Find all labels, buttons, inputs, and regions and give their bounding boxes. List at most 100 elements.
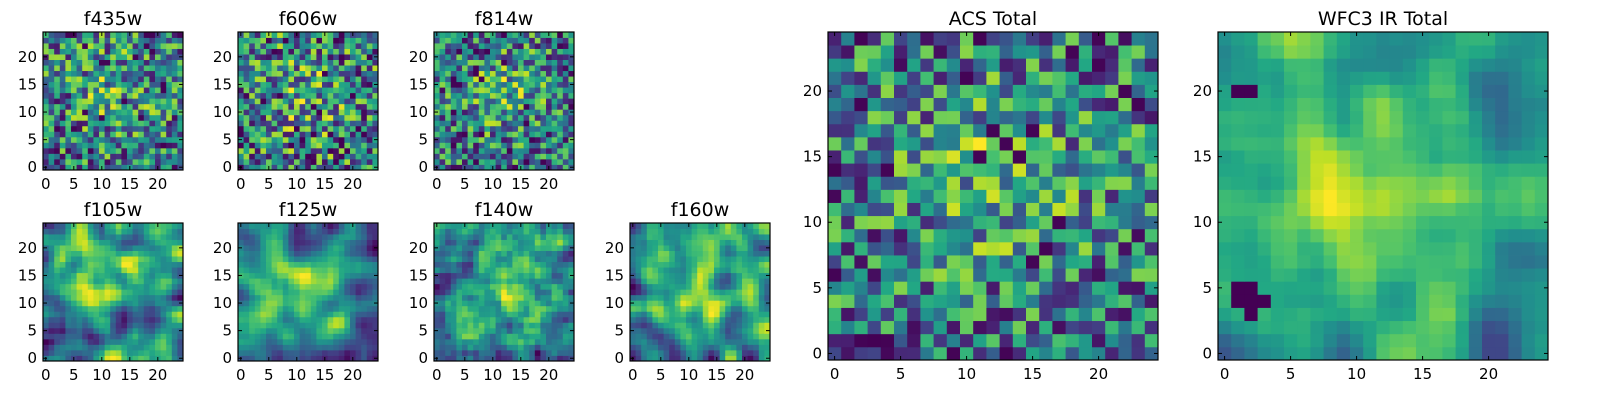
heatmap-cell	[529, 114, 536, 121]
y-tick-label: 10	[409, 294, 428, 312]
heatmap-cell	[271, 114, 278, 121]
heatmap-cell	[551, 256, 558, 263]
heatmap-cell	[484, 70, 491, 77]
heatmap-cell	[518, 92, 524, 99]
heatmap-cell	[166, 125, 173, 132]
heatmap-cell	[518, 43, 524, 49]
heatmap-cell	[282, 338, 289, 345]
heatmap-cell	[366, 322, 373, 329]
heatmap-cell	[266, 344, 272, 351]
heatmap-cell	[501, 98, 508, 105]
heatmap-cell	[546, 125, 552, 132]
heatmap-cell	[288, 344, 295, 351]
heatmap-cell	[305, 131, 312, 138]
heatmap-cell	[674, 344, 681, 351]
heatmap-cell	[484, 92, 491, 99]
heatmap-cell	[518, 234, 524, 240]
heatmap-cell	[501, 125, 508, 132]
heatmap-cell	[115, 76, 122, 83]
x-tick-label: 20	[148, 175, 167, 193]
heatmap-cell	[495, 272, 502, 279]
x-tick-label: 0	[236, 175, 246, 193]
heatmap-cell	[456, 322, 463, 329]
heatmap-cell	[669, 316, 676, 323]
heatmap-cell	[355, 234, 362, 240]
heatmap-cell	[277, 322, 284, 329]
heatmap-cell	[534, 311, 541, 318]
heatmap-cell	[1105, 215, 1119, 230]
heatmap-cell	[132, 338, 139, 345]
heatmap-cell	[327, 114, 334, 121]
heatmap-cell	[48, 316, 55, 323]
heatmap-cell	[127, 147, 133, 154]
heatmap-cell	[160, 327, 167, 334]
heatmap-cell	[93, 131, 100, 138]
heatmap-cell	[243, 76, 250, 83]
heatmap-cell	[1092, 281, 1106, 295]
heatmap-cell	[110, 355, 117, 362]
heatmap-cell	[445, 158, 452, 165]
heatmap-cell	[93, 43, 100, 49]
heatmap-cell	[758, 250, 765, 257]
heatmap-cell	[243, 120, 250, 127]
heatmap-cell	[327, 349, 334, 356]
heatmap-cell	[59, 267, 66, 274]
heatmap-cell	[725, 272, 732, 279]
heatmap-cell	[338, 311, 345, 318]
heatmap-cell	[76, 109, 83, 116]
heatmap-cell	[1092, 189, 1106, 203]
heatmap-cell	[473, 289, 480, 296]
heatmap-cell	[243, 316, 250, 323]
heatmap-cell	[238, 344, 244, 351]
heatmap-cell	[663, 245, 670, 251]
heatmap-cell	[143, 37, 150, 44]
heatmap-cell	[82, 300, 89, 307]
heatmap-cell	[880, 320, 895, 335]
heatmap-cell	[708, 305, 715, 312]
heatmap-cell	[260, 322, 267, 329]
heatmap-cell	[260, 349, 267, 356]
heatmap-cell	[333, 239, 340, 246]
heatmap-cell	[254, 322, 261, 329]
heatmap-cell	[697, 322, 704, 329]
heatmap-cell	[473, 267, 480, 274]
heatmap-cell	[160, 349, 167, 356]
heatmap-cell	[127, 153, 133, 160]
heatmap-cell	[529, 256, 536, 263]
heatmap-cell	[1012, 228, 1027, 243]
heatmap-cell	[59, 147, 66, 154]
heatmap-cell	[99, 289, 105, 296]
heatmap-cell	[71, 333, 77, 340]
heatmap-cell	[271, 256, 278, 263]
heatmap-cell	[177, 32, 184, 38]
heatmap-cell	[999, 320, 1014, 335]
heatmap-cell	[338, 355, 345, 362]
heatmap-cell	[310, 37, 317, 44]
heatmap-cell	[764, 283, 771, 290]
heatmap-cell	[753, 305, 760, 312]
heatmap-cell	[907, 202, 921, 217]
heatmap-cell	[266, 76, 272, 83]
heatmap-cell	[249, 250, 256, 257]
heatmap-cell	[333, 261, 340, 268]
heatmap-cell	[372, 250, 379, 257]
heatmap-cell	[946, 268, 961, 282]
heatmap-cell	[76, 48, 83, 55]
y-tick-label: 5	[418, 322, 428, 340]
heatmap-cell	[680, 261, 687, 268]
heatmap-cell	[316, 327, 323, 334]
heatmap-cell	[439, 261, 446, 268]
heatmap-cell	[316, 48, 323, 55]
heatmap-cell	[54, 333, 61, 340]
heatmap-cell	[171, 109, 178, 116]
heatmap-cell	[495, 109, 502, 116]
heatmap-cell	[999, 294, 1014, 308]
heatmap-cell	[322, 103, 328, 110]
heatmap-cell	[59, 316, 66, 323]
heatmap-cell	[271, 283, 278, 290]
heatmap-cell	[674, 338, 681, 345]
heatmap-cell	[48, 81, 55, 88]
heatmap-cell	[512, 114, 519, 121]
heatmap-cell	[322, 311, 328, 318]
